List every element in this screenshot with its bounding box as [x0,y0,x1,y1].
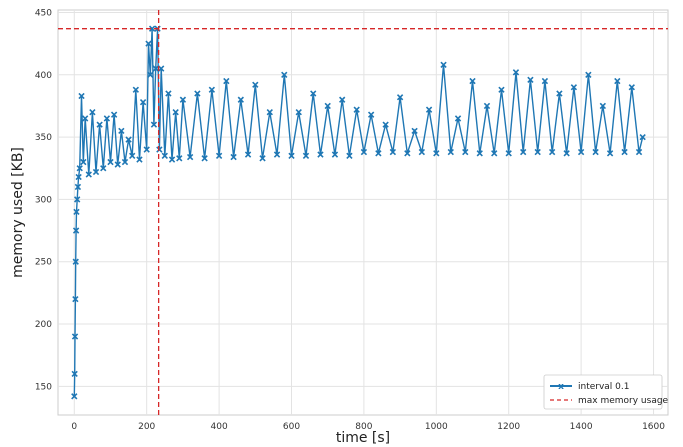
x-tick-label: 0 [71,422,77,432]
y-tick-label: 250 [35,258,52,268]
legend-label-max: max memory usage [578,396,669,406]
x-axis-label: time [s] [336,430,390,446]
y-tick-label: 350 [35,133,52,143]
x-tick-label: 1200 [497,422,520,432]
y-tick-label: 400 [35,71,52,81]
legend-label-interval: interval 0.1 [578,382,630,392]
x-tick-label: 200 [138,422,155,432]
y-tick-label: 150 [35,382,52,392]
x-tick-label: 1000 [425,422,448,432]
x-tick-label: 600 [283,422,300,432]
y-tick-label: 200 [35,320,52,330]
x-tick-label: 1600 [642,422,665,432]
x-tick-label: 1400 [570,422,593,432]
y-axis-label: memory used [KB] [10,147,26,278]
y-tick-label: 450 [35,8,52,18]
x-tick-label: 400 [211,422,228,432]
legend-marker-interval: x [558,382,564,392]
y-tick-labels: 150 200 250 300 350 400 450 [35,8,52,392]
legend: x interval 0.1 max memory usage [544,375,669,409]
y-tick-label: 300 [35,195,52,205]
